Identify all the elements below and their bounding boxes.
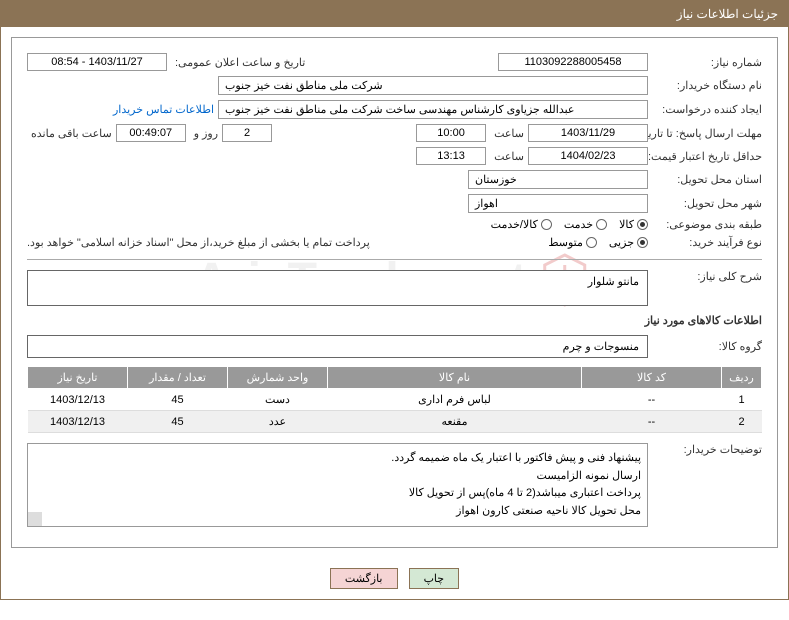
- header-title: جزئیات اطلاعات نیاز: [677, 7, 778, 21]
- row-group: گروه کالا: منسوجات و چرم: [27, 335, 762, 358]
- table-cell: مقنعه: [328, 411, 582, 433]
- buyer-org-label: نام دستگاه خریدار:: [652, 79, 762, 92]
- table-header: واحد شمارش: [228, 367, 328, 389]
- table-header: نام کالا: [328, 367, 582, 389]
- need-number-field: 1103092288005458: [498, 53, 648, 71]
- radio-both[interactable]: کالا/خدمت: [491, 218, 552, 231]
- province-label: استان محل تحویل:: [652, 173, 762, 186]
- row-validity: حداقل تاریخ اعتبار قیمت: تا تاریخ: 1404/…: [27, 147, 762, 165]
- radio-both-label: کالا/خدمت: [491, 218, 538, 231]
- row-buyer-org: نام دستگاه خریدار: شرکت ملی مناطق نفت خی…: [27, 76, 762, 95]
- radio-goods-label: کالا: [619, 218, 634, 231]
- validity-time-field: 13:13: [416, 147, 486, 165]
- button-row: چاپ بازگشت: [1, 558, 788, 599]
- table-header: تاریخ نیاز: [28, 367, 128, 389]
- row-need-number: شماره نیاز: 1103092288005458 تاریخ و ساع…: [27, 53, 762, 71]
- radio-small-label: جزیی: [609, 236, 634, 249]
- process-radio-group: جزیی متوسط: [548, 236, 648, 249]
- table-header: کد کالا: [582, 367, 722, 389]
- deadline-date-field: 1403/11/29: [528, 124, 648, 142]
- row-city: شهر محل تحویل: اهواز: [27, 194, 762, 213]
- radio-small-circle: [637, 237, 648, 248]
- table-cell: --: [582, 389, 722, 411]
- city-label: شهر محل تحویل:: [652, 197, 762, 210]
- note-line: ارسال نمونه الزامیست: [34, 468, 641, 486]
- requester-label: ایجاد کننده درخواست:: [652, 103, 762, 116]
- days-label: روز و: [190, 127, 218, 140]
- row-deadline: مهلت ارسال پاسخ: تا تاریخ: 1403/11/29 سا…: [27, 124, 762, 142]
- row-requester: ایجاد کننده درخواست: عبدالله جزیاوی کارش…: [27, 100, 762, 119]
- radio-goods-circle: [637, 219, 648, 230]
- requester-field: عبدالله جزیاوی کارشناس مهندسی ساخت شرکت …: [218, 100, 648, 119]
- radio-service-circle: [596, 219, 607, 230]
- time-label-1: ساعت: [490, 127, 524, 140]
- radio-medium-circle: [586, 237, 597, 248]
- header-bar: جزئیات اطلاعات نیاز: [1, 1, 788, 27]
- announce-field: 1403/11/27 - 08:54: [27, 53, 167, 71]
- contact-link[interactable]: اطلاعات تماس خریدار: [113, 103, 214, 116]
- city-field: اهواز: [468, 194, 648, 213]
- announce-label: تاریخ و ساعت اعلان عمومی:: [171, 56, 305, 69]
- deadline-time-field: 10:00: [416, 124, 486, 142]
- table-row: 1--لباس فرم اداریدست451403/12/13: [28, 389, 762, 411]
- scroll-corner-icon: [28, 512, 42, 526]
- table-cell: 2: [722, 411, 762, 433]
- row-category: طبقه بندی موضوعی: کالا خدمت کالا/خدمت: [27, 218, 762, 231]
- time-label-2: ساعت: [490, 150, 524, 163]
- items-section-title: اطلاعات کالاهای مورد نیاز: [27, 314, 762, 327]
- table-header: ردیف: [722, 367, 762, 389]
- group-label: گروه کالا:: [652, 340, 762, 353]
- table-cell: عدد: [228, 411, 328, 433]
- category-radio-group: کالا خدمت کالا/خدمت: [491, 218, 648, 231]
- deadline-label: مهلت ارسال پاسخ: تا تاریخ:: [652, 127, 762, 140]
- table-cell: دست: [228, 389, 328, 411]
- radio-goods[interactable]: کالا: [619, 218, 648, 231]
- row-desc: شرح کلی نیاز: مانتو شلوار: [27, 270, 762, 306]
- process-label: نوع فرآیند خرید:: [652, 236, 762, 249]
- radio-service[interactable]: خدمت: [564, 218, 607, 231]
- table-cell: --: [582, 411, 722, 433]
- radio-medium-label: متوسط: [548, 236, 583, 249]
- days-field: 2: [222, 124, 272, 142]
- desc-field: مانتو شلوار: [27, 270, 648, 306]
- row-buyer-notes: توضیحات خریدار: پیشنهاد فنی و پیش فاکتور…: [27, 443, 762, 527]
- radio-medium[interactable]: متوسط: [548, 236, 597, 249]
- main-container: جزئیات اطلاعات نیاز شماره نیاز: 11030922…: [0, 0, 789, 600]
- group-field: منسوجات و چرم: [27, 335, 648, 358]
- radio-both-circle: [541, 219, 552, 230]
- table-cell: 1403/12/13: [28, 389, 128, 411]
- remaining-time-field: 00:49:07: [116, 124, 186, 142]
- validity-label: حداقل تاریخ اعتبار قیمت: تا تاریخ:: [652, 150, 762, 163]
- radio-small[interactable]: جزیی: [609, 236, 648, 249]
- row-process: نوع فرآیند خرید: جزیی متوسط پرداخت تمام …: [27, 236, 762, 249]
- category-label: طبقه بندی موضوعی:: [652, 218, 762, 231]
- content-area: شماره نیاز: 1103092288005458 تاریخ و ساع…: [11, 37, 778, 548]
- province-field: خوزستان: [468, 170, 648, 189]
- note-line: پیشنهاد فنی و پیش فاکتور با اعتبار یک ما…: [34, 450, 641, 468]
- note-line: پرداخت اعتباری میباشد(2 تا 4 ماه)پس از ت…: [34, 485, 641, 503]
- table-cell: لباس فرم اداری: [328, 389, 582, 411]
- remaining-label: ساعت باقی مانده: [27, 127, 112, 140]
- row-province: استان محل تحویل: خوزستان: [27, 170, 762, 189]
- need-number-label: شماره نیاز:: [652, 56, 762, 69]
- note-line: محل تحویل کالا ناحیه صنعتی کارون اهواز: [34, 503, 641, 521]
- items-table: ردیفکد کالانام کالاواحد شمارشتعداد / مقد…: [27, 366, 762, 433]
- table-header: تعداد / مقدار: [128, 367, 228, 389]
- table-cell: 45: [128, 389, 228, 411]
- table-cell: 1403/12/13: [28, 411, 128, 433]
- table-row: 2--مقنعهعدد451403/12/13: [28, 411, 762, 433]
- table-cell: 1: [722, 389, 762, 411]
- back-button[interactable]: بازگشت: [330, 568, 398, 589]
- buyer-notes-label: توضیحات خریدار:: [652, 443, 762, 456]
- divider-1: [27, 259, 762, 260]
- buyer-org-field: شرکت ملی مناطق نفت خیز جنوب: [218, 76, 648, 95]
- print-button[interactable]: چاپ: [409, 568, 460, 589]
- radio-service-label: خدمت: [564, 218, 593, 231]
- payment-note: پرداخت تمام یا بخشی از مبلغ خرید،از محل …: [27, 236, 370, 249]
- table-cell: 45: [128, 411, 228, 433]
- validity-date-field: 1404/02/23: [528, 147, 648, 165]
- buyer-notes-box[interactable]: پیشنهاد فنی و پیش فاکتور با اعتبار یک ما…: [27, 443, 648, 527]
- desc-label: شرح کلی نیاز:: [652, 270, 762, 283]
